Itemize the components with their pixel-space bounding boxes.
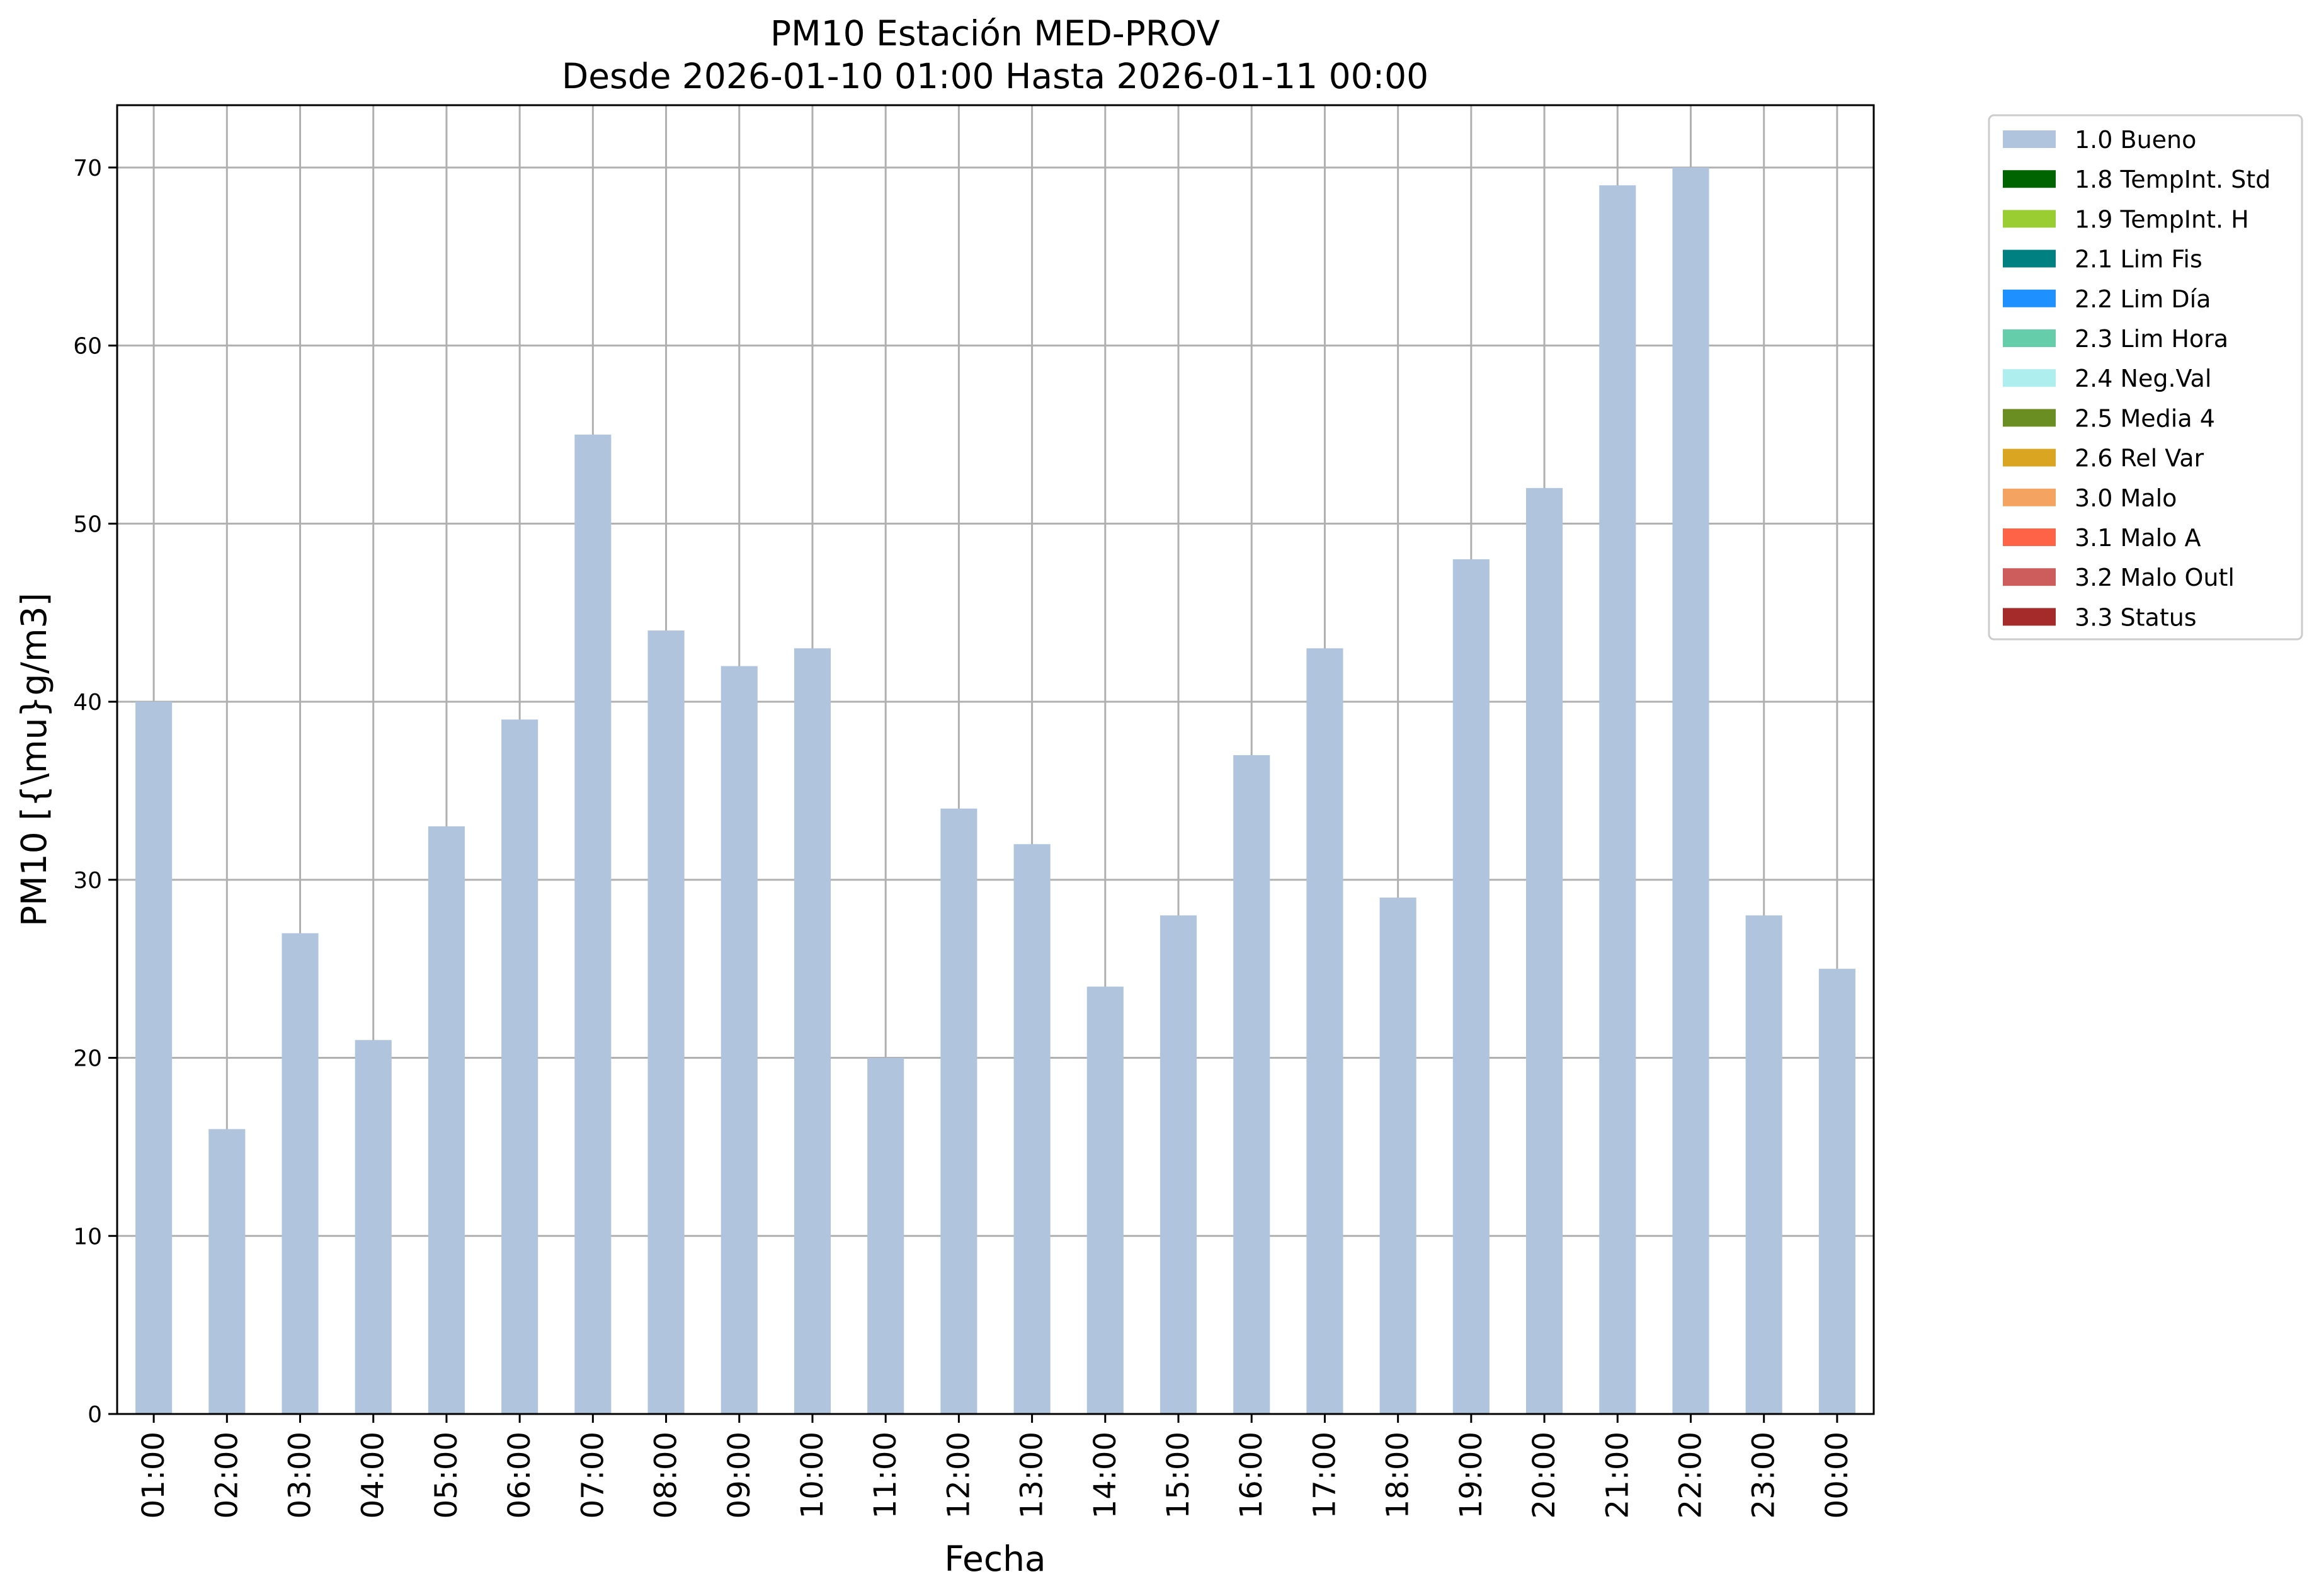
legend-swatch	[2003, 568, 2056, 586]
bar	[282, 933, 319, 1414]
bar	[647, 630, 685, 1414]
x-tick-label: 12:00	[941, 1432, 976, 1519]
legend-swatch	[2003, 329, 2056, 347]
x-tick-label: 06:00	[502, 1432, 537, 1519]
legend-swatch	[2003, 249, 2056, 268]
legend-swatch	[2003, 289, 2056, 307]
legend: 1.0 Bueno 1.8 TempInt. Std 1.9 TempInt. H 2…	[1988, 114, 2303, 641]
legend-label: 3.1 Malo A	[2075, 524, 2201, 552]
x-tick-label: 23:00	[1746, 1432, 1782, 1519]
x-tick-label: 17:00	[1307, 1432, 1342, 1519]
bar	[574, 435, 612, 1415]
legend-swatch	[2003, 448, 2056, 467]
x-tick-label: 02:00	[209, 1432, 244, 1519]
bar	[135, 702, 173, 1414]
bar	[355, 1040, 392, 1414]
x-tick-label: 03:00	[283, 1432, 318, 1519]
bar	[1599, 185, 1636, 1414]
x-tick-label: 01:00	[136, 1432, 171, 1519]
bar	[721, 666, 758, 1414]
legend-label: 2.2 Lim Día	[2075, 285, 2211, 313]
legend-swatch	[2003, 488, 2056, 506]
x-tick-label: 11:00	[868, 1432, 903, 1519]
y-tick-label: 30	[73, 868, 102, 894]
x-tick-label: 04:00	[356, 1432, 391, 1519]
x-tick-label: 18:00	[1381, 1432, 1416, 1519]
legend-label: 3.2 Malo Outl	[2075, 564, 2235, 591]
x-tick-label: 10:00	[795, 1432, 830, 1519]
legend-frame	[1988, 114, 2303, 641]
legend-label: 2.4 Neg.Val	[2075, 365, 2211, 392]
legend-label: 1.8 TempInt. Std	[2075, 166, 2271, 193]
x-tick-label: 00:00	[1820, 1432, 1855, 1519]
legend-swatch	[2003, 130, 2056, 148]
legend-swatch	[2003, 210, 2056, 228]
legend-swatch	[2003, 528, 2056, 546]
bar	[1233, 755, 1270, 1414]
legend-items: 1.0 Bueno 1.8 TempInt. Std 1.9 TempInt. H 2…	[2003, 126, 2271, 631]
chart-subtitle: Desde 2026-01-10 01:00 Hasta 2026-01-11 …	[562, 56, 1428, 96]
x-tick-label: 14:00	[1088, 1432, 1123, 1519]
bar	[1672, 167, 1709, 1414]
y-axis-ticks: 0 10 20 30 40 50 60 70	[73, 156, 117, 1428]
bar	[940, 808, 977, 1414]
x-axis-label: Fecha	[944, 1539, 1046, 1579]
legend-label: 3.0 Malo	[2075, 484, 2177, 512]
legend-swatch	[2003, 409, 2056, 427]
x-tick-label: 09:00	[722, 1432, 757, 1519]
x-tick-label: 15:00	[1161, 1432, 1196, 1519]
y-tick-label: 40	[73, 690, 102, 715]
bar	[1379, 898, 1416, 1414]
plot-frame	[116, 104, 1875, 1415]
bar	[794, 648, 831, 1414]
legend-swatch	[2003, 170, 2056, 188]
bar	[1818, 969, 1855, 1414]
bar	[1160, 915, 1197, 1414]
x-tick-label: 16:00	[1234, 1432, 1269, 1519]
legend-label: 2.3 Lim Hora	[2075, 325, 2228, 353]
legend-label: 2.6 Rel Var	[2075, 445, 2204, 472]
bar	[867, 1057, 904, 1414]
legend-swatch	[2003, 608, 2056, 626]
bar	[428, 826, 465, 1414]
x-tick-label: 20:00	[1527, 1432, 1562, 1519]
x-axis-ticks: 01:00 02:00 03:00 04:00 05:00 06:00 07:00 08:00…	[136, 1414, 1855, 1519]
bar	[208, 1129, 246, 1414]
legend-label: 1.9 TempInt. H	[2075, 205, 2249, 233]
y-tick-label: 60	[73, 334, 102, 360]
x-tick-label: 05:00	[429, 1432, 464, 1519]
y-tick-label: 70	[73, 156, 102, 181]
x-tick-label: 22:00	[1673, 1432, 1708, 1519]
y-axis-label: PM10 [{\mu}g/m3]	[14, 593, 54, 926]
bar	[1086, 986, 1124, 1414]
chart-title: PM10 Estación MED-PROV	[770, 13, 1220, 54]
y-tick-label: 50	[73, 511, 102, 537]
legend-label: 2.1 Lim Fis	[2075, 246, 2202, 273]
legend-swatch	[2003, 369, 2056, 387]
y-tick-label: 20	[73, 1046, 102, 1072]
legend-label: 1.0 Bueno	[2075, 126, 2196, 154]
bars	[135, 167, 1855, 1415]
bar	[1452, 559, 1490, 1415]
bar	[1526, 487, 1563, 1414]
x-tick-label: 19:00	[1454, 1432, 1489, 1519]
x-tick-label: 07:00	[575, 1432, 610, 1519]
y-tick-label: 10	[73, 1224, 102, 1250]
bar	[1745, 915, 1782, 1414]
bar	[1306, 648, 1343, 1414]
bar	[501, 719, 538, 1414]
legend-label: 2.5 Media 4	[2075, 404, 2215, 432]
legend-label: 3.3 Status	[2075, 603, 2197, 631]
x-tick-label: 08:00	[649, 1432, 684, 1519]
y-tick-label: 0	[88, 1402, 102, 1428]
x-tick-label: 21:00	[1600, 1432, 1635, 1519]
x-tick-label: 13:00	[1015, 1432, 1050, 1519]
bar	[1013, 844, 1051, 1414]
